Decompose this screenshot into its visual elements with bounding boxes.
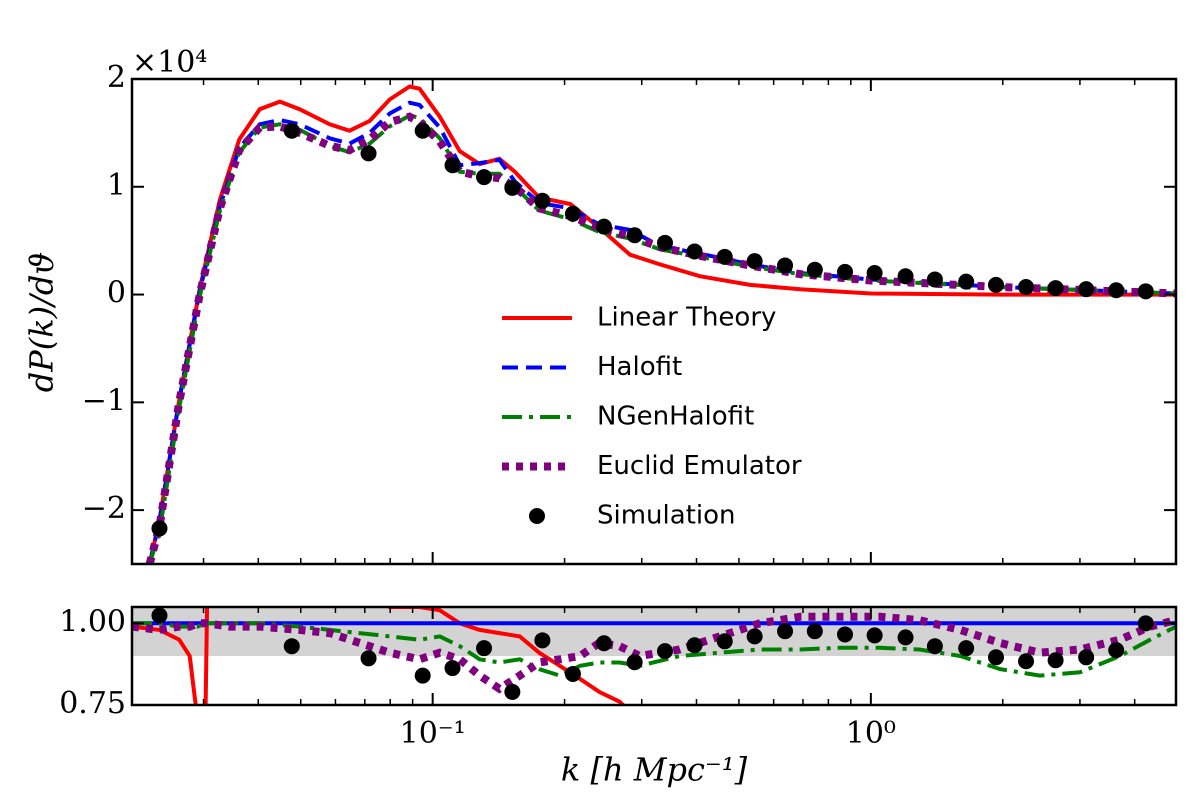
data-point: [626, 654, 643, 671]
data-point: [746, 253, 763, 270]
data-point: [360, 145, 377, 162]
y-tick-label: 2: [107, 60, 126, 95]
data-point: [626, 227, 643, 244]
y-tick-label: 1: [107, 168, 126, 203]
data-point: [414, 667, 431, 684]
data-point: [564, 665, 581, 682]
data-point: [958, 640, 975, 657]
shaded-band: [132, 607, 1176, 656]
data-point: [1137, 615, 1154, 632]
data-point: [283, 122, 300, 139]
data-point: [656, 234, 673, 251]
y-tick-label: −2: [82, 491, 126, 526]
axes-frame: [130, 605, 1178, 707]
data-point: [686, 243, 703, 260]
y-tick-label: 0: [107, 276, 126, 311]
data-point: [414, 122, 431, 139]
y-tick-label: 1.00: [59, 604, 126, 639]
data-point: [656, 643, 673, 660]
x-axis-label: k [h Mpc⁻¹]: [561, 751, 748, 789]
data-point: [1108, 282, 1125, 299]
data-point: [1018, 653, 1035, 670]
plot-area: [145, 84, 1176, 564]
data-point: [987, 649, 1004, 666]
data-point: [444, 157, 461, 174]
y-axis-label: dP(k)/dϑ: [23, 252, 61, 393]
data-point: [1137, 283, 1154, 300]
data-point: [1078, 649, 1095, 666]
data-point: [564, 205, 581, 222]
y-tick-label: 0.75: [59, 686, 126, 721]
data-point: [866, 627, 883, 644]
legend-label: Simulation: [597, 501, 736, 531]
data-point: [534, 192, 551, 209]
legend-label: NGenHalofit: [597, 402, 754, 432]
data-point: [476, 169, 493, 186]
data-point: [1018, 279, 1035, 296]
data-point: [926, 271, 943, 288]
x-tick-label: 10⁻¹: [400, 716, 466, 751]
data-point: [837, 263, 854, 280]
data-point: [716, 248, 733, 265]
series-line: [132, 607, 626, 705]
data-point: [360, 650, 377, 667]
x-tick-label: 10⁰: [846, 716, 896, 751]
data-point: [746, 628, 763, 645]
data-point: [777, 257, 794, 274]
series-line: [145, 112, 1176, 564]
series-line: [147, 100, 1176, 564]
data-point: [837, 626, 854, 643]
data-point: [958, 273, 975, 290]
series-line: [132, 621, 1176, 678]
legend-handle: [529, 508, 545, 524]
plot-area: [132, 607, 1176, 705]
data-point: [283, 638, 300, 655]
legend-label: Halofit: [597, 352, 682, 382]
data-point: [504, 179, 521, 196]
series-line: [147, 84, 1176, 564]
y-tick-label: −1: [82, 383, 126, 418]
data-point: [806, 261, 823, 278]
data-point: [987, 276, 1004, 293]
data-point: [777, 623, 794, 640]
data-point: [1047, 280, 1064, 297]
data-point: [444, 660, 461, 677]
data-point: [504, 683, 521, 700]
data-point: [806, 623, 823, 640]
data-point: [686, 637, 703, 654]
axes-frame: [130, 77, 1178, 566]
data-point: [716, 633, 733, 650]
legend-label: Linear Theory: [597, 303, 776, 333]
data-point: [534, 632, 551, 649]
data-point: [151, 520, 168, 537]
y-offset-label: ×10⁴: [132, 45, 207, 80]
data-point: [897, 268, 914, 285]
data-point: [926, 638, 943, 655]
legend-label: Euclid Emulator: [597, 451, 802, 481]
data-point: [897, 629, 914, 646]
data-point: [476, 640, 493, 657]
data-point: [151, 607, 168, 624]
data-point: [1047, 652, 1064, 669]
data-point: [595, 218, 612, 235]
data-point: [866, 265, 883, 281]
data-point: [595, 635, 612, 652]
data-point: [1078, 281, 1095, 298]
data-point: [1108, 642, 1125, 659]
series-line: [147, 113, 1176, 564]
